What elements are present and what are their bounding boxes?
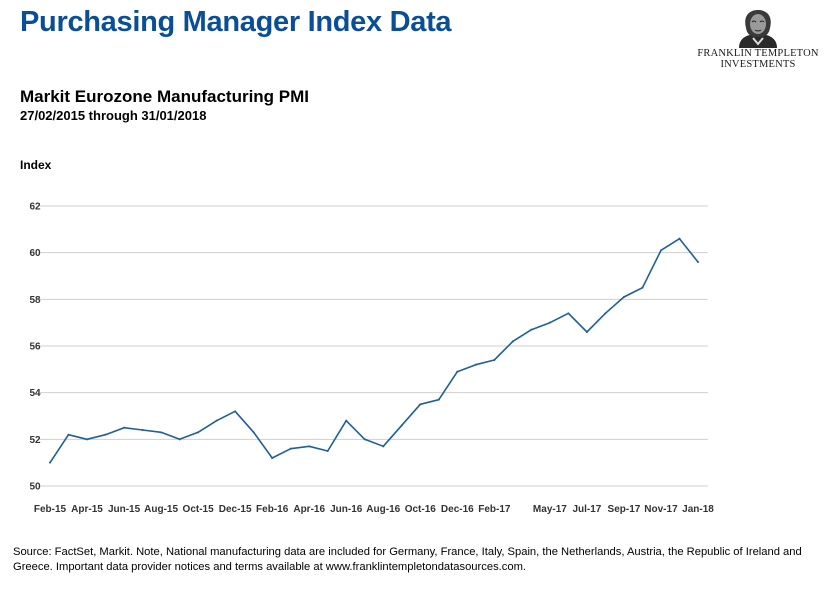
x-tick-label: Jan-18: [682, 504, 714, 515]
benjamin-franklin-portrait-icon: [739, 10, 777, 48]
y-tick-label: 62: [29, 202, 41, 213]
data-point: [419, 403, 422, 406]
data-point: [437, 398, 440, 401]
data-point: [678, 237, 681, 240]
data-point: [474, 363, 477, 366]
x-tick-label: Feb-17: [478, 504, 511, 515]
data-point: [363, 438, 366, 441]
data-point: [567, 312, 570, 315]
y-axis-label: Index: [20, 158, 52, 172]
data-point: [86, 438, 89, 441]
data-point: [178, 438, 181, 441]
x-tick-label: Jul-17: [572, 504, 601, 515]
data-point: [493, 359, 496, 361]
y-tick-label: 52: [29, 435, 41, 446]
x-tick-label: May-17: [533, 504, 567, 515]
x-tick-label: Jun-15: [108, 504, 141, 515]
data-point: [604, 312, 607, 315]
data-point: [400, 424, 403, 427]
x-tick-label: Feb-15: [34, 504, 67, 515]
x-tick-label: Aug-15: [144, 504, 178, 515]
data-point: [585, 331, 588, 333]
x-tick-label: Apr-16: [293, 504, 325, 515]
y-tick-label: 50: [29, 482, 41, 493]
data-point: [160, 431, 163, 434]
data-point: [215, 419, 218, 422]
data-point: [104, 433, 107, 436]
data-point: [123, 426, 126, 429]
y-tick-labels: 50 52 54 56 58 60 62: [29, 202, 41, 493]
chart-title: Markit Eurozone Manufacturing PMI: [20, 87, 310, 106]
data-point: [659, 249, 662, 252]
y-tick-label: 58: [29, 295, 41, 306]
data-point: [326, 450, 329, 452]
series-layer: [49, 237, 699, 464]
data-point: [271, 457, 274, 459]
chart-date-range: 27/02/2015 through 31/01/2018: [20, 108, 207, 123]
data-point: [49, 461, 51, 464]
x-tick-label: Dec-15: [219, 504, 252, 515]
data-point: [622, 296, 625, 298]
data-point: [67, 433, 70, 436]
data-point: [456, 370, 459, 373]
y-tick-label: 60: [29, 248, 41, 259]
page-title: Purchasing Manager Index Data: [20, 6, 452, 38]
x-tick-label: Feb-16: [256, 504, 289, 515]
data-point: [289, 447, 292, 450]
x-tick-label: Nov-17: [644, 504, 678, 515]
data-point: [141, 429, 144, 431]
logo-text-line2: INVESTMENTS: [720, 59, 796, 70]
y-tick-label: 54: [29, 388, 41, 399]
y-tick-label: 56: [29, 342, 41, 353]
data-point: [382, 445, 385, 448]
data-point: [252, 431, 255, 434]
logo-text-line1: FRANKLIN TEMPLETON: [697, 48, 819, 59]
x-tick-labels: Feb-15 Apr-15 Jun-15 Aug-15 Oct-15 Dec-15 Feb-…: [34, 504, 714, 515]
x-tick-label: Sep-17: [608, 504, 641, 515]
data-point: [345, 419, 348, 422]
data-point: [308, 445, 311, 448]
x-tick-label: Aug-16: [366, 504, 400, 515]
source-footnote: Source: FactSet, Markit. Note, National …: [13, 546, 802, 573]
data-point: [641, 286, 644, 289]
data-point: [234, 410, 237, 413]
pmi-series-line: [49, 237, 699, 464]
pmi-line-chart: 50 52 54 56 58 60 62 Feb-15 Apr-15 Jun-15 Aug-15 O…: [29, 202, 714, 516]
x-tick-label: Jun-16: [330, 504, 363, 515]
x-tick-label: Dec-16: [441, 504, 474, 515]
data-point: [530, 328, 533, 331]
gridlines: [40, 205, 708, 487]
x-tick-label: Oct-15: [183, 504, 215, 515]
franklin-templeton-logo: FRANKLIN TEMPLETON INVESTMENTS: [694, 8, 822, 74]
data-point: [511, 340, 514, 343]
x-tick-label: Apr-15: [71, 504, 103, 515]
data-point: [697, 261, 699, 263]
data-point: [548, 321, 551, 324]
x-tick-label: Oct-16: [405, 504, 437, 515]
data-point: [197, 431, 200, 434]
